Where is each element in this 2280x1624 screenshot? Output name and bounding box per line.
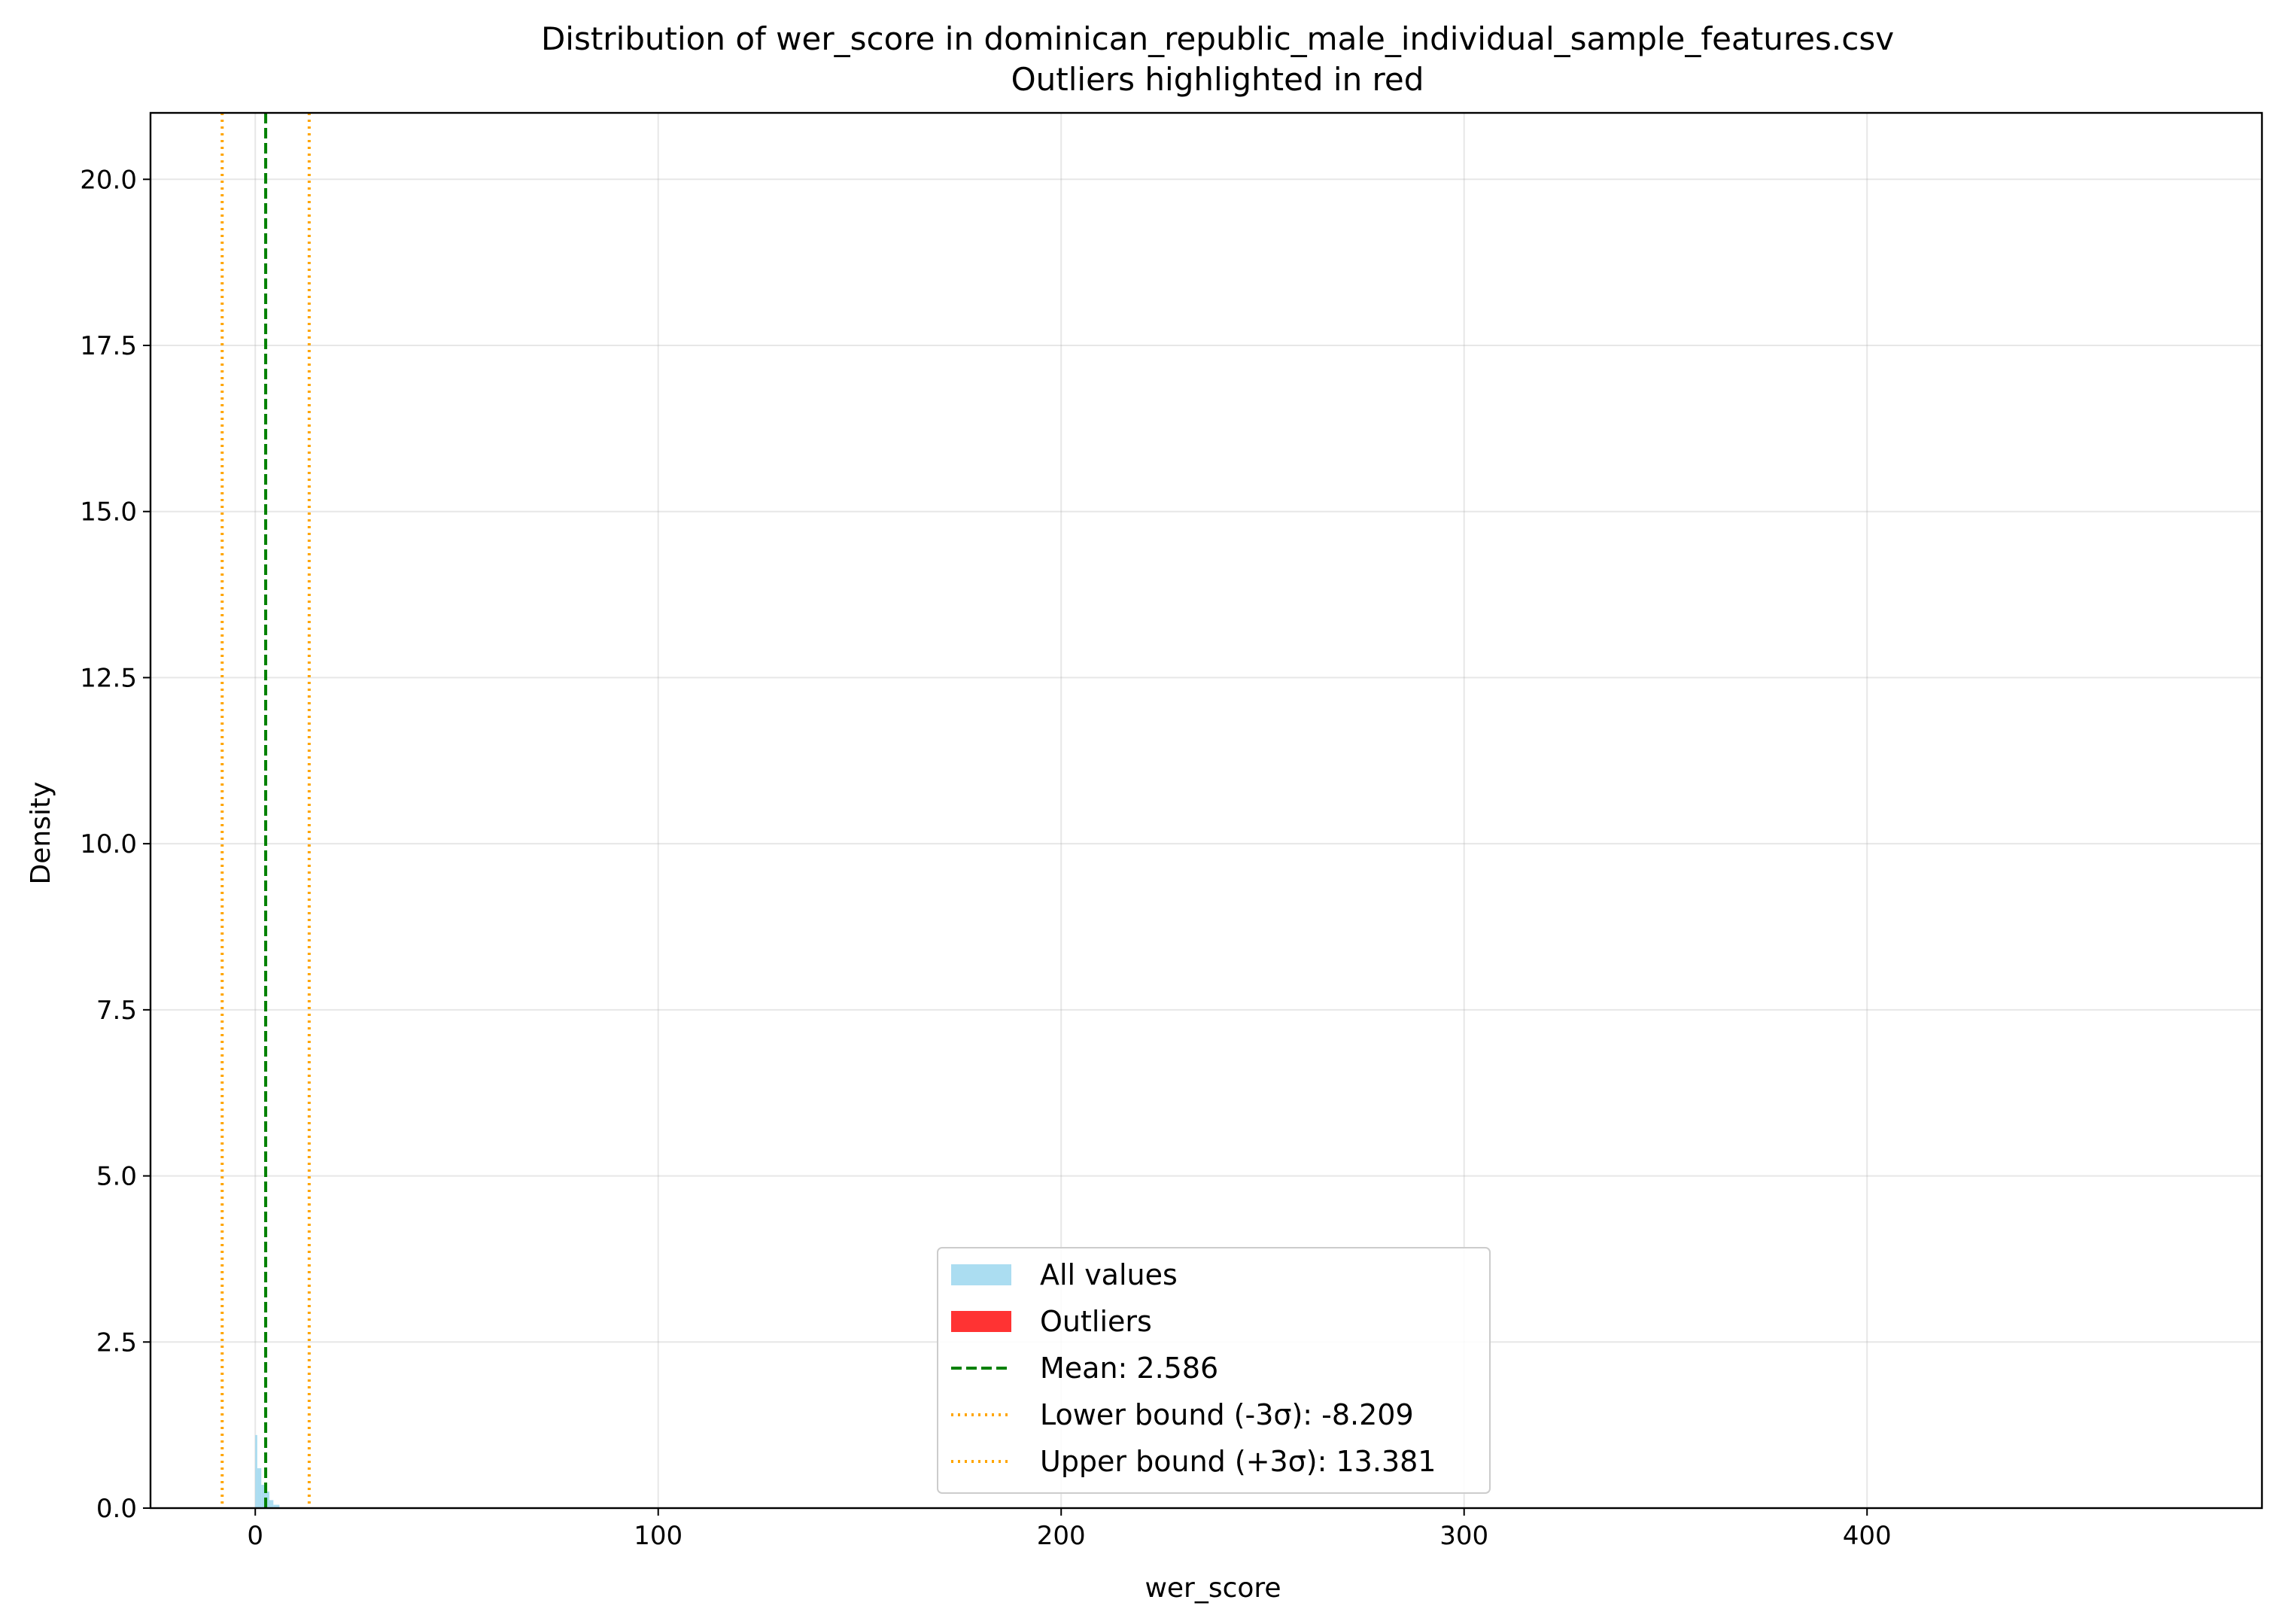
- y-tick-label: 0.0: [96, 1494, 137, 1524]
- x-axis-title: wer_score: [1145, 1573, 1281, 1604]
- legend-label: Upper bound (+3σ): 13.381: [1040, 1445, 1436, 1478]
- chart-subtitle: Outliers highlighted in red: [1011, 61, 1424, 98]
- legend-swatch: [951, 1264, 1011, 1285]
- y-tick-label: 20.0: [80, 165, 137, 195]
- x-tick-label: 100: [634, 1521, 682, 1551]
- legend-label: Mean: 2.586: [1040, 1352, 1218, 1385]
- x-axis-ticks: 0 100 200 300 400: [247, 1508, 1892, 1551]
- grid: [150, 113, 2262, 1509]
- x-tick-label: 200: [1037, 1521, 1086, 1551]
- legend-box: [937, 1247, 1491, 1494]
- x-tick-label: 0: [247, 1521, 263, 1551]
- y-tick-label: 5.0: [96, 1162, 137, 1192]
- y-tick-label: 2.5: [96, 1327, 137, 1358]
- y-tick-label: 12.5: [80, 663, 137, 693]
- y-axis-title: Density: [26, 782, 56, 885]
- legend-swatch: [951, 1311, 1011, 1332]
- histogram-bar: [273, 1504, 280, 1508]
- y-tick-label: 7.5: [96, 996, 137, 1026]
- reference-lines: [220, 113, 311, 1508]
- chart-title: Distribution of wer_score in dominican_r…: [541, 20, 1894, 57]
- histogram-bars: [255, 1434, 280, 1508]
- histogram-bar: [261, 1485, 266, 1508]
- y-tick-label: 17.5: [80, 331, 137, 361]
- legend-label: Lower bound (-3σ): -8.209: [1040, 1398, 1414, 1431]
- y-axis-ticks: 0.0 2.5 5.0 7.5 10.0 12.5 15.0 17.5 20.0: [80, 165, 150, 1524]
- y-tick-label: 15.0: [80, 497, 137, 528]
- legend-label: Outliers: [1040, 1305, 1152, 1338]
- y-tick-label: 10.0: [80, 829, 137, 859]
- histogram-bar: [265, 1491, 269, 1508]
- x-tick-label: 400: [1843, 1521, 1892, 1551]
- x-tick-label: 300: [1439, 1521, 1488, 1551]
- plot-frame: [149, 111, 2263, 1510]
- histogram-bar: [255, 1434, 257, 1508]
- legend: All values Outliers Mean: 2.586 Lower bound…: [937, 1247, 1491, 1494]
- histogram-bar: [257, 1468, 262, 1508]
- legend-label: All values: [1040, 1258, 1178, 1291]
- histogram-bar: [269, 1500, 274, 1508]
